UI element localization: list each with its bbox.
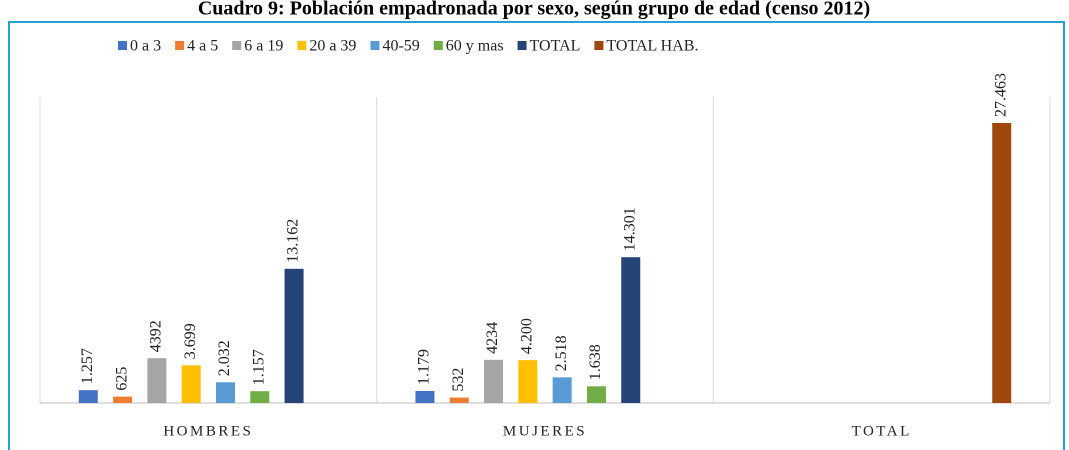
legend-label: 20 a 39 [309,38,356,55]
bar [621,257,641,403]
data-label: 13.162 [285,219,302,263]
data-label: 1.638 [587,344,604,380]
bar [250,391,270,403]
legend-label: 60 y mas [446,38,504,55]
x-tick-label: HOMBRES [163,423,253,439]
legend-swatch [297,41,307,50]
legend-label: 6 a 19 [244,38,283,55]
data-label: 2.518 [553,335,570,371]
data-label: 3.699 [182,323,199,359]
legend-swatch [118,41,127,50]
bar [78,390,98,403]
legend-swatch [594,41,604,50]
data-label: 2.032 [216,340,233,376]
legend-label: 0 a 3 [130,38,161,55]
bar [284,268,304,403]
legend-swatch [175,41,185,50]
data-label: 14.301 [621,207,638,251]
x-tick-label: TOTAL [852,423,912,439]
bar [113,396,133,403]
legend-label: 40-59 [382,38,419,55]
data-label: 1.179 [416,349,433,385]
legend-label: TOTAL HAB. [606,38,698,55]
legend-label: 4 a 5 [187,38,218,55]
bar [147,358,167,403]
data-label: 4392 [148,320,165,352]
data-label: 1.257 [79,348,96,384]
x-tick-label: MUJERES [503,423,587,439]
legend-label: TOTAL [530,38,581,55]
legend-swatch [370,41,380,50]
legend-swatch [517,41,527,50]
legend-swatch [232,41,242,50]
bar [484,359,504,403]
data-label: 532 [450,368,467,392]
bar [215,382,235,403]
bar [586,386,606,403]
data-label: 4234 [484,322,501,354]
data-label: 27.463 [992,73,1009,117]
bar [518,360,538,403]
bar [992,123,1012,403]
data-label: 625 [113,367,130,391]
legend-swatch [433,41,443,50]
bar [181,365,201,403]
data-label: 4.200 [519,318,536,354]
bar [552,377,572,403]
bar [415,390,435,403]
data-label: 1.157 [250,349,267,385]
chart-title: Cuadro 9: Población empadronada por sexo… [198,0,870,20]
bar [449,397,469,403]
